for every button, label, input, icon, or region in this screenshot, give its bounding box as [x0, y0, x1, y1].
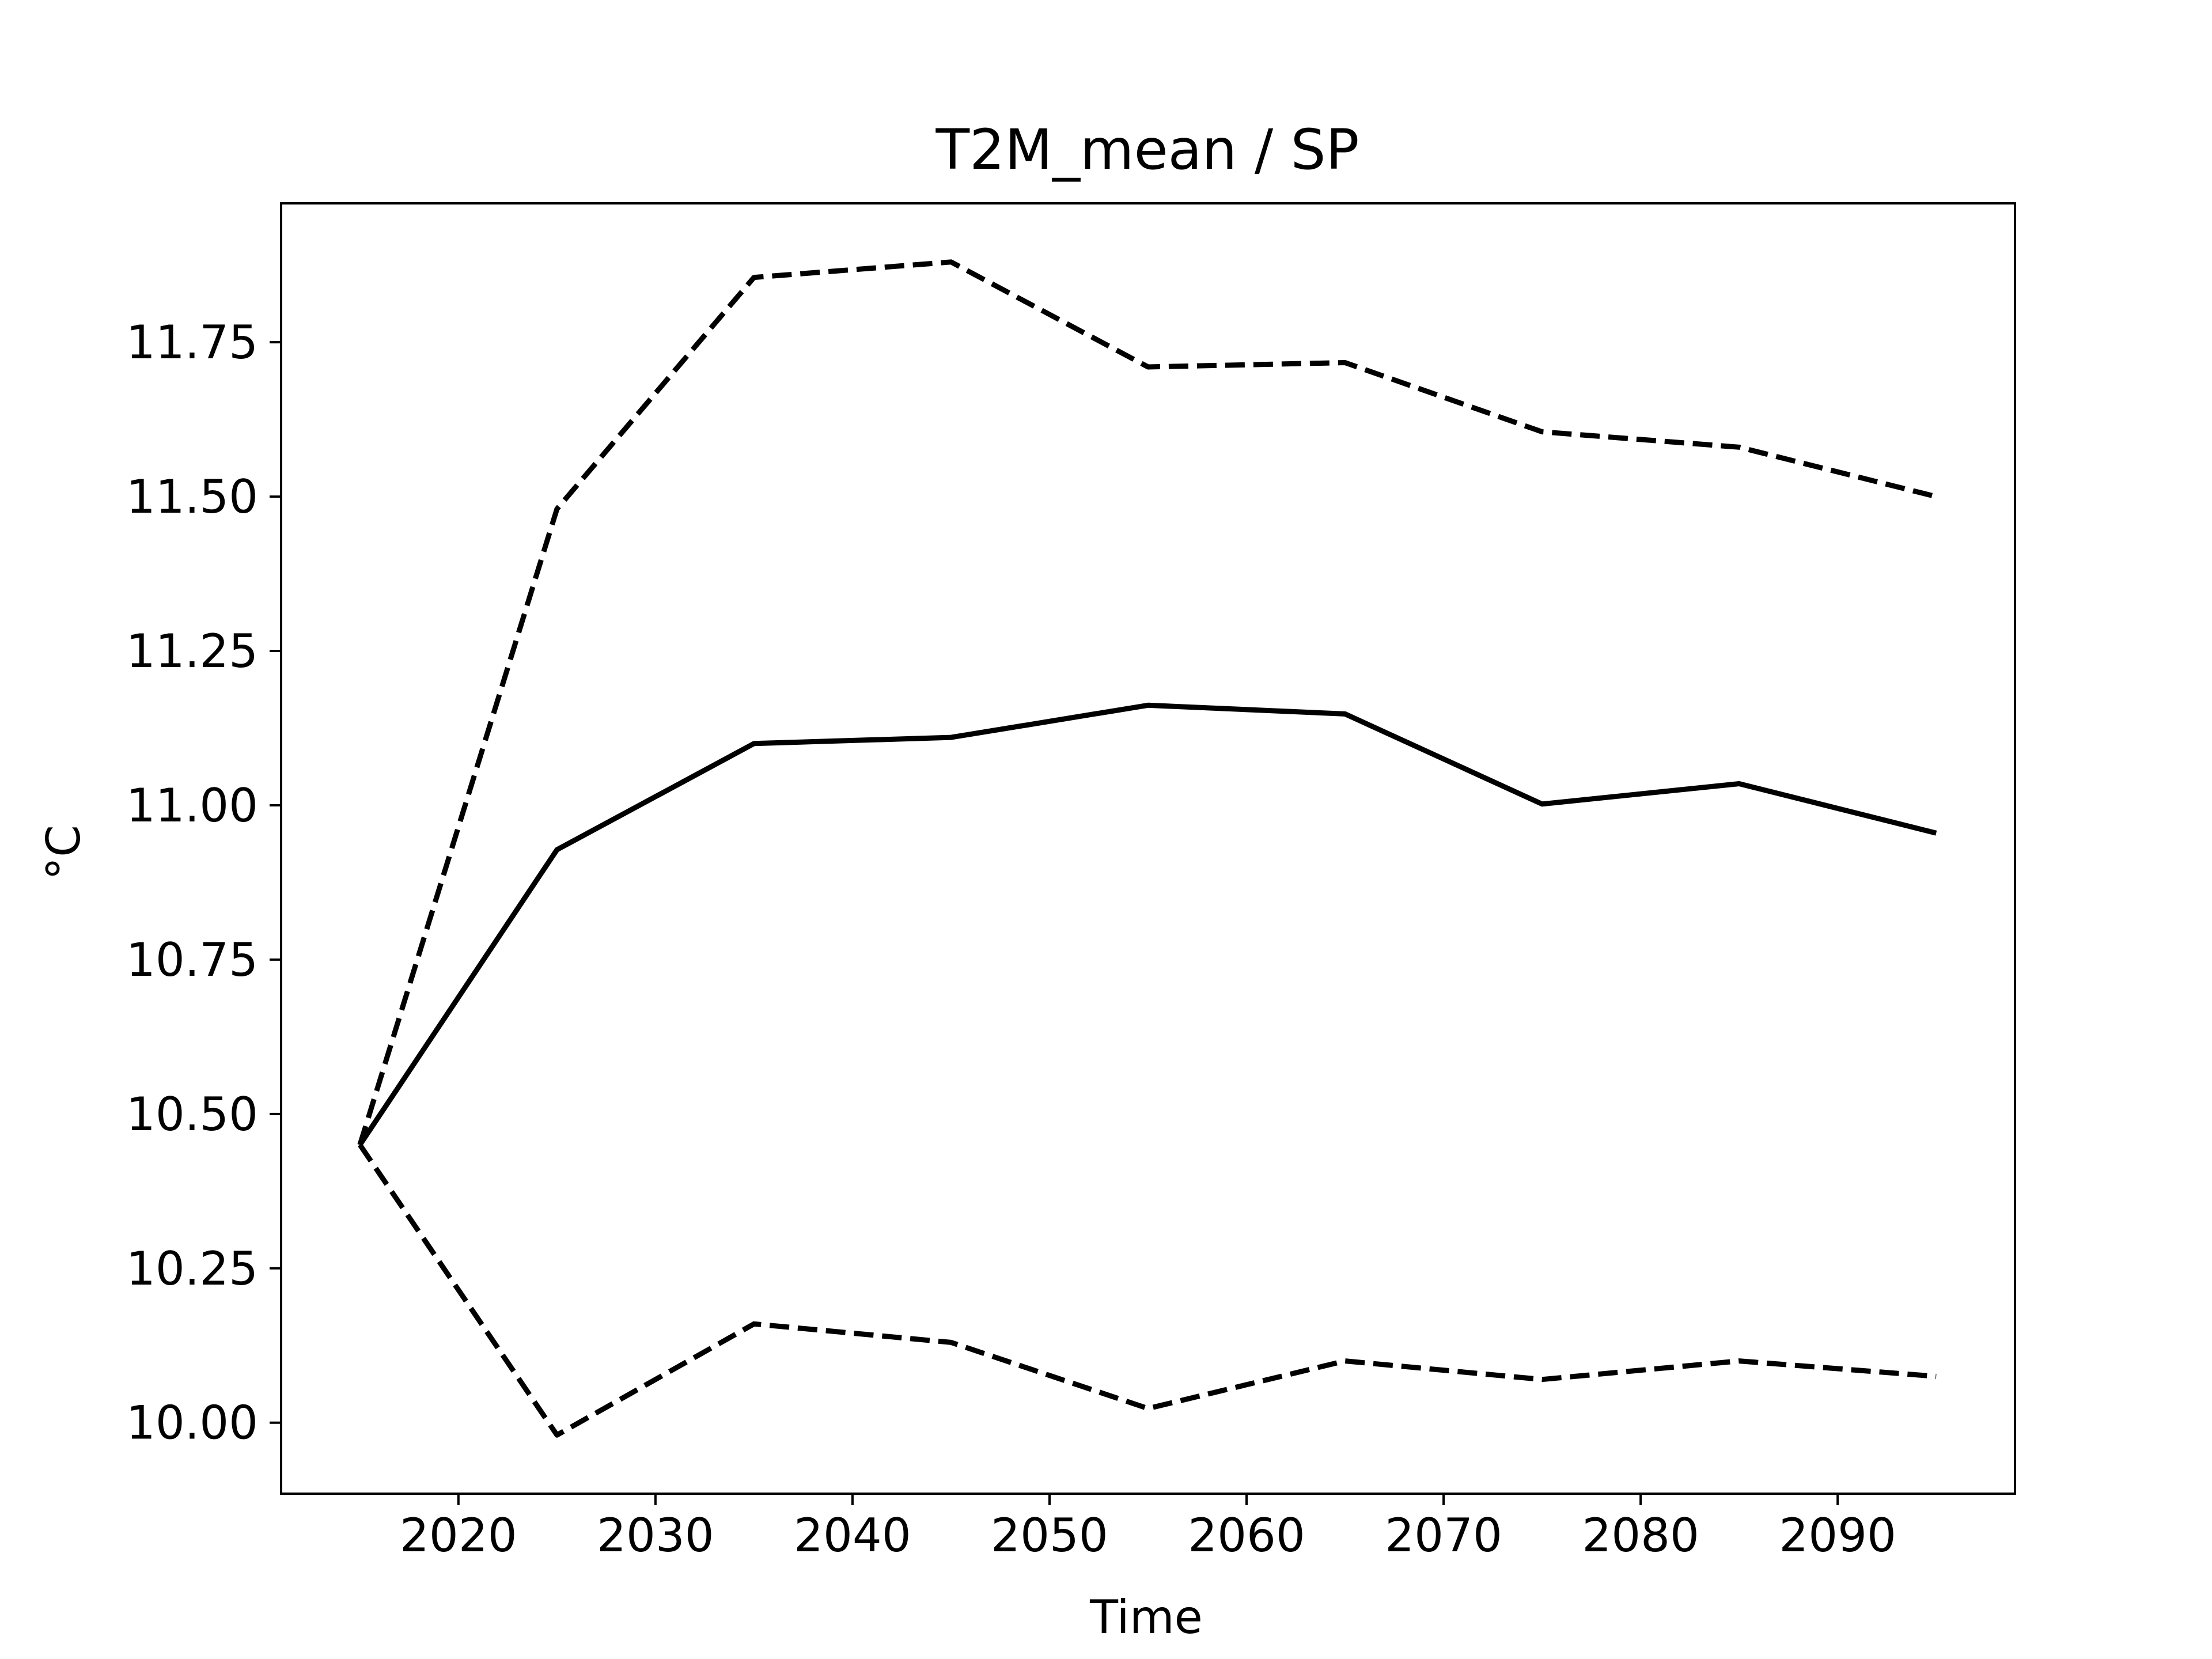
x-tick-label: 2040	[794, 1509, 911, 1562]
y-tick-label: 10.50	[126, 1088, 258, 1141]
series-line-mean	[358, 702, 1937, 1146]
series-line-upper	[357, 259, 1937, 1146]
y-axis-label: °C	[37, 825, 90, 880]
x-tick-label: 2050	[991, 1509, 1108, 1562]
series-line-lower	[358, 1143, 1937, 1438]
x-tick-label: 2060	[1188, 1509, 1305, 1562]
x-axis-label: Time	[1089, 1590, 1203, 1644]
y-axis: 10.00 10.25 10.50 10.75 11.00 11.25 11.50 11.75	[126, 316, 281, 1450]
x-axis: 2020 2030 2040 2050 2060 2070 2080 2090	[400, 1494, 1896, 1562]
y-tick-label: 10.25	[126, 1242, 258, 1296]
x-tick-label: 2080	[1582, 1509, 1699, 1562]
y-tick-label: 11.00	[126, 779, 258, 832]
x-tick-label: 2020	[400, 1509, 517, 1562]
y-tick-label: 10.00	[126, 1396, 258, 1450]
x-tick-label: 2070	[1385, 1509, 1502, 1562]
x-tick-label: 2090	[1779, 1509, 1896, 1562]
plot-area	[357, 259, 1937, 1438]
axes-frame	[280, 202, 2016, 1495]
y-tick-label: 11.50	[126, 470, 258, 524]
y-tick-label: 11.75	[126, 316, 258, 369]
chart-title: T2M_mean / SP	[935, 118, 1359, 182]
x-tick-label: 2030	[597, 1509, 714, 1562]
y-tick-label: 11.25	[126, 624, 258, 678]
y-tick-label: 10.75	[126, 933, 258, 987]
